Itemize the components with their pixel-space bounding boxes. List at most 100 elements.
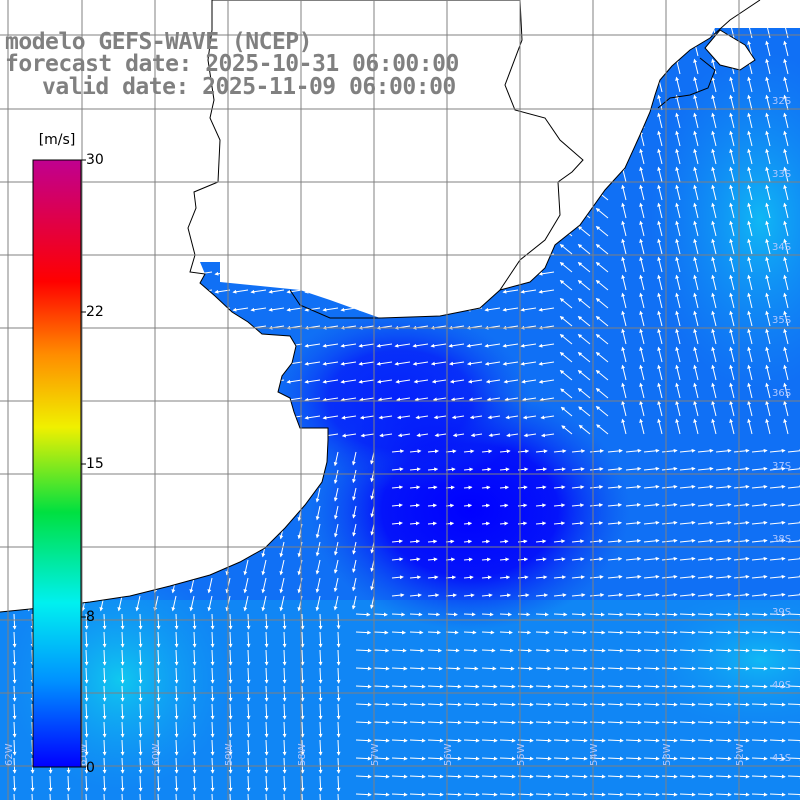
wind-arrow xyxy=(783,328,789,345)
wind-arrow xyxy=(124,235,141,240)
wind-arrow xyxy=(625,612,642,617)
wind-arrow xyxy=(102,613,107,630)
longitude-label: 52W xyxy=(735,743,746,766)
wind-arrow xyxy=(340,127,357,132)
wind-arrow xyxy=(595,207,609,219)
wind-arrow xyxy=(373,630,389,635)
wind-arrow xyxy=(178,235,195,240)
wind-arrow xyxy=(679,502,696,507)
wind-arrow xyxy=(333,577,339,593)
wind-arrow xyxy=(412,145,429,150)
wind-arrow xyxy=(178,415,195,420)
wind-arrow xyxy=(711,274,717,291)
wind-arrow xyxy=(643,630,660,635)
wind-arrow xyxy=(352,559,357,573)
wind-arrow xyxy=(765,400,771,417)
wind-arrow xyxy=(733,774,750,779)
wind-arrow xyxy=(589,702,606,707)
wind-arrow xyxy=(305,20,320,22)
wind-arrow xyxy=(783,310,789,327)
wind-arrow xyxy=(232,127,249,132)
wind-arrow xyxy=(0,163,15,168)
wind-arrow xyxy=(376,109,393,114)
wind-arrow xyxy=(359,397,375,402)
wind-arrow xyxy=(70,109,87,114)
wind-arrow xyxy=(142,127,159,132)
wind-arrow xyxy=(322,127,339,132)
wind-arrow xyxy=(769,738,786,743)
wind-arrow xyxy=(106,433,123,438)
wind-arrow xyxy=(394,199,411,204)
wind-arrow xyxy=(675,310,681,327)
wind-arrow xyxy=(282,721,287,738)
wind-arrow xyxy=(160,307,177,312)
wind-arrow xyxy=(448,343,465,348)
wind-arrow xyxy=(448,109,465,114)
wind-arrow xyxy=(27,559,33,576)
wind-arrow xyxy=(106,271,123,276)
wind-arrow xyxy=(210,613,215,630)
wind-arrow xyxy=(481,774,498,779)
wind-arrow xyxy=(261,559,267,576)
wind-arrow xyxy=(117,451,123,468)
wind-arrow xyxy=(352,487,357,501)
wind-arrow xyxy=(9,487,15,504)
wind-arrow xyxy=(196,415,213,420)
wind-arrow xyxy=(765,58,771,75)
wind-arrow xyxy=(621,364,627,381)
wind-arrow xyxy=(787,484,800,489)
wind-arrow xyxy=(142,415,159,420)
wind-arrow xyxy=(733,538,750,543)
wind-arrow xyxy=(315,451,321,468)
wind-arrow xyxy=(12,649,17,666)
wind-arrow xyxy=(232,307,249,312)
wind-arrow xyxy=(711,112,717,129)
wind-arrow xyxy=(502,163,519,168)
wind-arrow xyxy=(124,199,141,204)
wind-arrow xyxy=(282,667,287,684)
wind-arrow xyxy=(502,343,519,348)
wind-arrow xyxy=(323,20,338,22)
wind-arrow xyxy=(540,415,555,420)
wind-arrow xyxy=(300,613,305,630)
wind-arrow xyxy=(412,109,429,114)
wind-arrow xyxy=(657,112,663,129)
wind-arrow xyxy=(783,220,789,237)
wind-arrow xyxy=(751,666,768,671)
wind-arrow xyxy=(715,538,732,543)
wind-arrow xyxy=(358,145,375,150)
wind-arrow xyxy=(142,343,159,348)
wind-arrow xyxy=(481,738,498,743)
wind-arrow xyxy=(391,575,404,580)
wind-arrow xyxy=(503,379,519,384)
wind-arrow xyxy=(448,37,465,42)
wind-arrow xyxy=(304,415,321,420)
wind-arrow xyxy=(625,574,642,579)
wind-arrow xyxy=(207,595,213,612)
wind-arrow xyxy=(693,58,699,75)
wind-arrow xyxy=(189,541,195,558)
wind-arrow xyxy=(445,792,462,797)
wind-arrow xyxy=(340,343,357,348)
wind-arrow xyxy=(412,199,429,204)
wind-arrow xyxy=(358,271,375,276)
wind-arrow xyxy=(409,539,421,544)
wind-arrow xyxy=(643,502,660,507)
wind-arrow xyxy=(142,145,159,150)
wind-arrow xyxy=(571,503,585,508)
wind-arrow xyxy=(559,351,573,363)
wind-arrow xyxy=(243,595,249,612)
wind-arrow xyxy=(787,630,800,635)
wind-arrow xyxy=(300,649,305,666)
wind-arrow xyxy=(99,577,105,594)
wind-arrow xyxy=(571,702,588,707)
wind-arrow xyxy=(466,55,483,60)
wind-arrow xyxy=(449,361,465,366)
wind-arrow xyxy=(463,503,473,508)
latitude-label: 36S xyxy=(772,388,791,399)
wind-arrow xyxy=(679,702,696,707)
wind-arrow xyxy=(171,469,177,486)
wind-arrow xyxy=(34,109,51,114)
wind-arrow xyxy=(578,11,590,21)
wind-arrow xyxy=(160,397,177,402)
